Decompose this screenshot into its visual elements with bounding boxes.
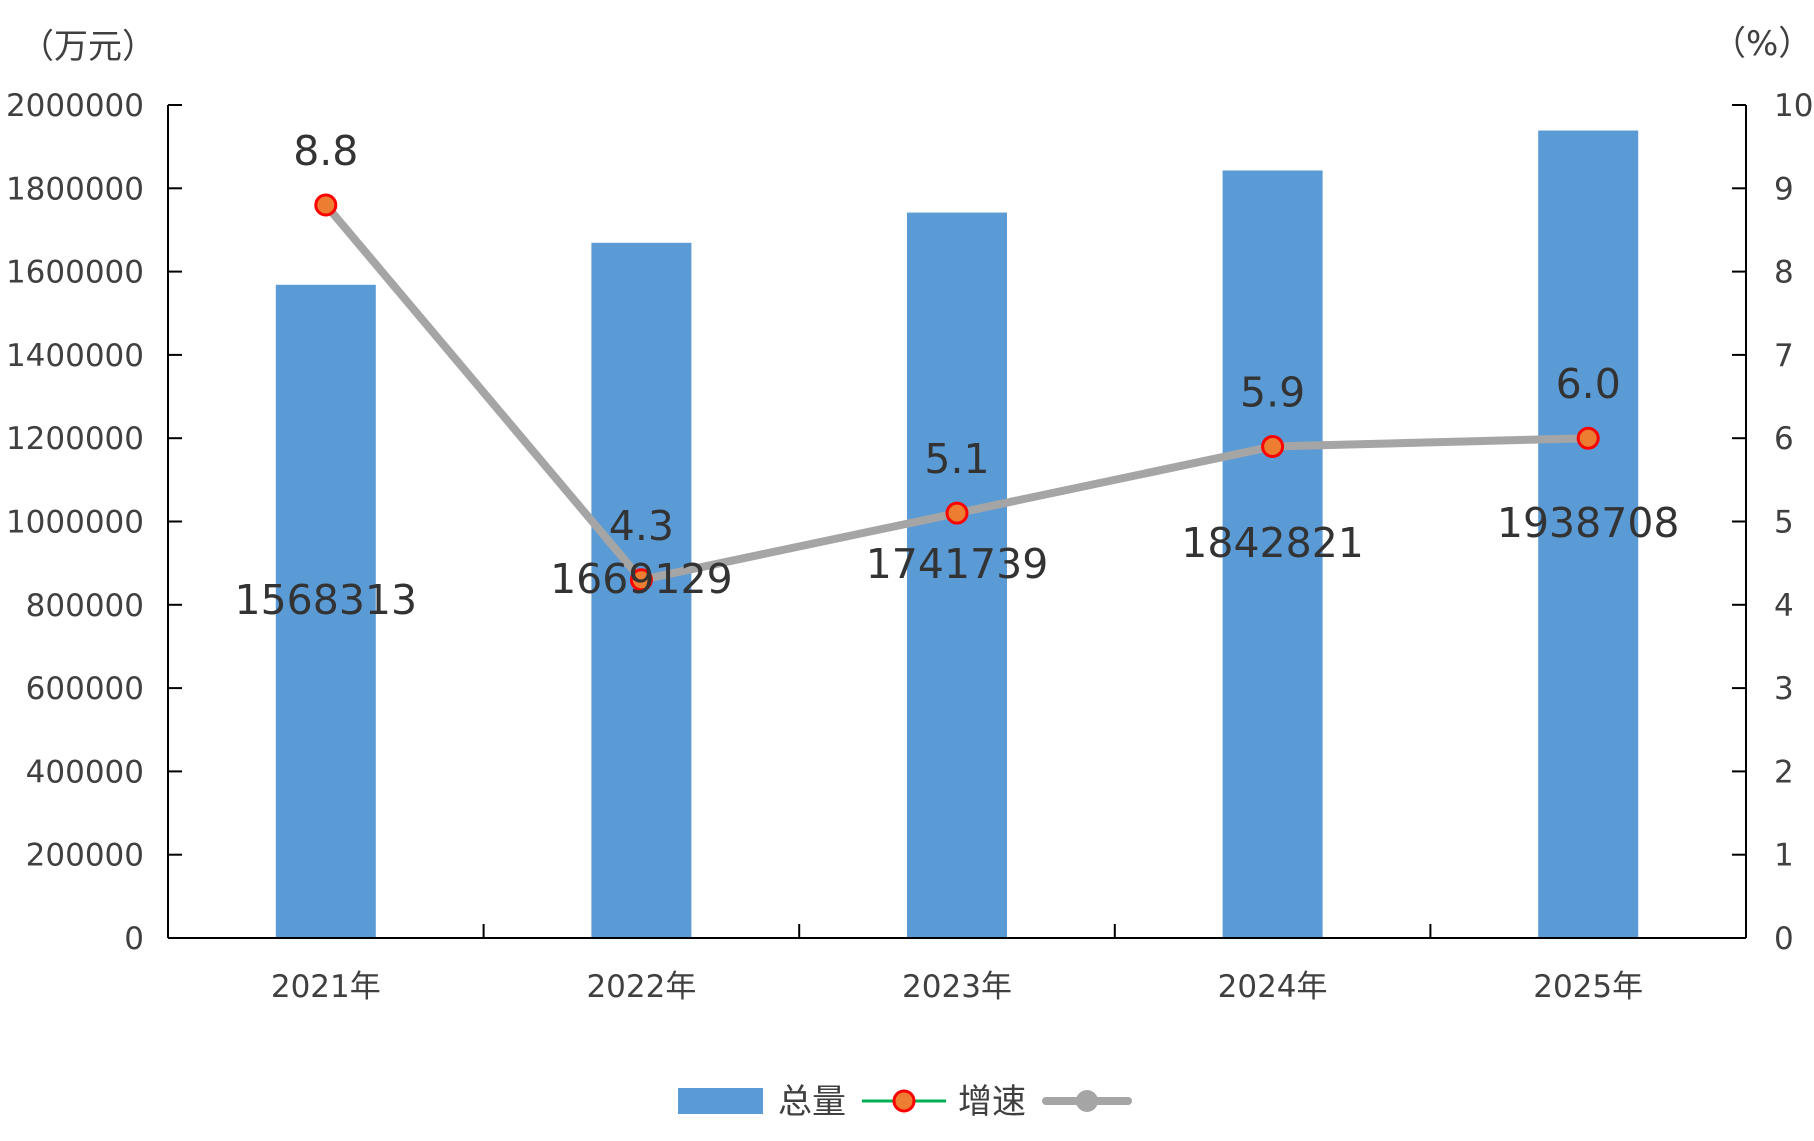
y-left-tick-label: 1200000	[6, 421, 144, 457]
bar-3	[907, 212, 1007, 939]
y-right-tick-label: 2	[1774, 754, 1794, 790]
bar-value-label: 1568313	[234, 576, 417, 624]
y-left-tick-label: 800000	[26, 588, 144, 624]
y-left-axis-label: （万元）	[20, 27, 156, 67]
x-tick-label: 2025年	[1533, 969, 1643, 1005]
growth-point-3	[945, 501, 969, 525]
growth-point-4	[1261, 435, 1285, 459]
y-right-tick-label: 5	[1774, 505, 1794, 541]
growth-point-5	[1576, 426, 1600, 450]
y-left-tick-label: 2000000	[6, 88, 144, 124]
x-tick-label: 2024年	[1218, 969, 1328, 1005]
bar-value-label: 1741739	[866, 540, 1049, 588]
legend: 总量 增速	[678, 1082, 1132, 1122]
growth-value-label: 5.1	[924, 435, 989, 483]
growth-point-2	[629, 568, 653, 592]
y-left-tick-label: 1600000	[6, 255, 144, 291]
legend-label-growth: 增速	[958, 1082, 1026, 1122]
y-right-tick-label: 10	[1774, 88, 1813, 124]
y-right-tick-label: 8	[1774, 255, 1794, 291]
bar-5	[1538, 130, 1639, 938]
y-left-tick-label: 1000000	[6, 505, 144, 541]
axes: 0 200000 400000 600000 800000 1000000 1200000 1…	[6, 88, 1814, 1005]
growth-value-label: 5.9	[1240, 369, 1305, 417]
y-left-tick-label: 0	[124, 921, 144, 957]
y-right-tick-label: 6	[1774, 421, 1794, 457]
bar-1	[275, 284, 376, 939]
x-tick-label: 2021年	[271, 969, 381, 1005]
y-left-tick-label: 200000	[26, 838, 144, 874]
legend-swatch-total	[678, 1088, 763, 1114]
legend-swatch-growth-marker	[892, 1089, 916, 1113]
y-right-tick-label: 1	[1774, 838, 1794, 874]
bar-series	[275, 130, 1639, 939]
y-right-tick-label: 0	[1774, 921, 1794, 957]
legend-label-total: 总量	[778, 1082, 846, 1122]
y-right-tick-label: 7	[1774, 338, 1794, 374]
y-right-tick-label: 4	[1774, 588, 1794, 624]
growth-value-label: 4.3	[609, 502, 674, 550]
growth-point-1	[314, 193, 338, 217]
y-left-tick-label: 1400000	[6, 338, 144, 374]
y-left-tick-label: 600000	[26, 671, 144, 707]
x-tick-label: 2023年	[902, 969, 1012, 1005]
legend-swatch-gray-marker	[1076, 1090, 1098, 1112]
bar-value-label: 1669129	[550, 555, 733, 603]
bar-value-label: 1842821	[1181, 519, 1364, 567]
line-series	[314, 193, 1600, 592]
bar-value-label: 1938708	[1497, 499, 1680, 547]
y-right-axis-label: （%）	[1712, 24, 1812, 64]
data-labels: 1568313 1669129 1741739 1842821 1938708 8.8 4.…	[234, 127, 1679, 624]
growth-value-label: 8.8	[293, 127, 358, 175]
y-right-tick-label: 9	[1774, 171, 1794, 207]
x-tick-label: 2022年	[586, 969, 696, 1005]
growth-value-label: 6.0	[1556, 360, 1621, 408]
y-right-tick-label: 3	[1774, 671, 1794, 707]
bar-4	[1222, 170, 1323, 938]
y-left-tick-label: 400000	[26, 754, 144, 790]
y-left-tick-label: 1800000	[6, 171, 144, 207]
